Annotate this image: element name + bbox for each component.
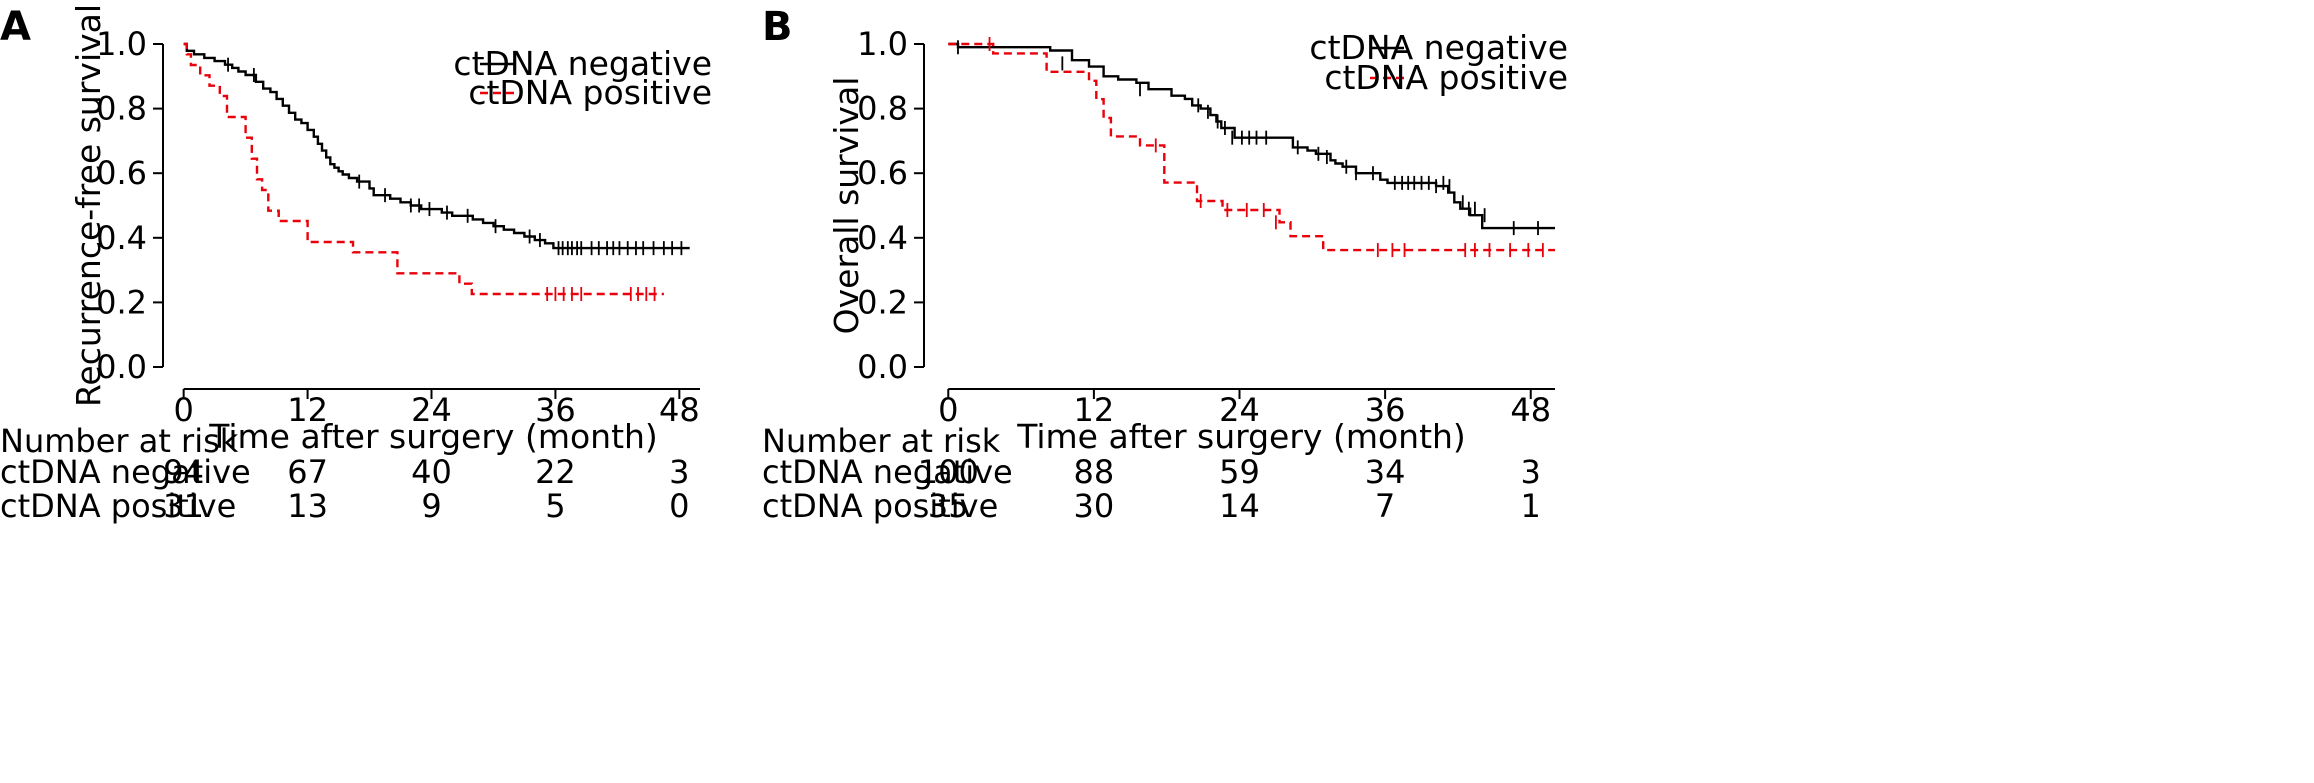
panel-b-xtick-label: 12 xyxy=(1074,391,1115,429)
panel-a-risk-row-label: ctDNA positive xyxy=(0,487,236,525)
panel-b-risk-value: 7 xyxy=(1375,487,1395,525)
panel-b-ytick-label: 0.4 xyxy=(857,219,908,257)
panel-b-xtick-label: 24 xyxy=(1219,391,1260,429)
panel-a-xtick-label: 36 xyxy=(535,391,576,429)
panel-b-ylabel: Overall survival xyxy=(827,77,866,335)
panel-b-xtick-label: 0 xyxy=(938,391,958,429)
panel-a-ytick-label: 0.0 xyxy=(96,348,147,386)
panel-a-risk-value: 5 xyxy=(545,487,565,525)
panel-b-risk-value: 59 xyxy=(1219,453,1260,491)
panel-b-risk-value: 100 xyxy=(918,453,979,491)
panel-b-risk-value: 14 xyxy=(1219,487,1260,525)
panel-b-legend-label: ctDNA negative xyxy=(1309,28,1568,67)
panel-a-series-positive-line xyxy=(183,42,664,296)
panel-b-risk-value: 35 xyxy=(928,487,969,525)
panel-a-series-negative-line xyxy=(183,42,690,250)
panel-b-risk-value: 3 xyxy=(1521,453,1541,491)
panel-b-risk-value: 34 xyxy=(1365,453,1406,491)
panel-a-xlabel: Time after surgery (month) xyxy=(208,417,658,456)
panel-b-risk-value: 88 xyxy=(1074,453,1115,491)
panel-a-xtick-label: 24 xyxy=(411,391,452,429)
panel-a-risk-value: 0 xyxy=(669,487,689,525)
panel-a-legend-label: ctDNA negative xyxy=(453,44,712,83)
panel-a-risk-value: 31 xyxy=(163,487,204,525)
panel-b-risk-value: 1 xyxy=(1521,487,1541,525)
panel-a-ytick-label: 0.2 xyxy=(96,283,147,321)
panel-a-xtick-label: 48 xyxy=(659,391,700,429)
panel-b-risk-title: Number at risk xyxy=(762,422,1001,460)
panel-b-ytick-label: 0.0 xyxy=(857,348,908,386)
panel-b-risk-value: 30 xyxy=(1074,487,1115,525)
panel-a-ytick-label: 0.4 xyxy=(96,219,147,257)
panel-b-ytick-label: 1.0 xyxy=(857,25,908,63)
panel-b-series-positive-line xyxy=(948,42,1555,252)
panel-a-risk-value: 3 xyxy=(669,453,689,491)
panel-b-ytick-label: 0.8 xyxy=(857,90,908,128)
panel-a-risk-value: 40 xyxy=(411,453,452,491)
panel-a-ytick-label: 0.8 xyxy=(96,90,147,128)
panel-b-legend-label: ctDNA positive xyxy=(1324,58,1568,97)
panel-a-ytick-label: 0.6 xyxy=(96,154,147,192)
panel-a-risk-row-label: ctDNA negative xyxy=(0,453,251,491)
panel-a-letter: A xyxy=(0,4,31,50)
panel-b-xlabel: Time after surgery (month) xyxy=(1016,417,1466,456)
panel-a-ylabel: Recurrence-free survival xyxy=(69,4,108,407)
panel-a-risk-value: 13 xyxy=(287,487,328,525)
panel-a-xtick-label: 12 xyxy=(287,391,328,429)
panel-a-risk-value: 94 xyxy=(163,453,204,491)
panel-b-xtick-label: 48 xyxy=(1510,391,1551,429)
panel-a-legend-label: ctDNA positive xyxy=(468,73,712,112)
panel-a-risk-value: 67 xyxy=(287,453,328,491)
panel-a-risk-title: Number at risk xyxy=(0,422,239,460)
panel-a-risk-value: 22 xyxy=(535,453,576,491)
panel-b-ytick-label: 0.2 xyxy=(857,283,908,321)
panel-b-series-negative-line xyxy=(948,42,1555,230)
panel-a-ytick-label: 1.0 xyxy=(96,25,147,63)
panel-b-risk-row-label: ctDNA negative xyxy=(762,453,1013,491)
panel-b-ytick-label: 0.6 xyxy=(857,154,908,192)
panel-b-risk-row-label: ctDNA positive xyxy=(762,487,998,525)
panel-a-xtick-label: 0 xyxy=(173,391,193,429)
panel-b-xtick-label: 36 xyxy=(1365,391,1406,429)
panel-a-risk-value: 9 xyxy=(421,487,441,525)
panel-b-letter: B xyxy=(762,4,793,50)
